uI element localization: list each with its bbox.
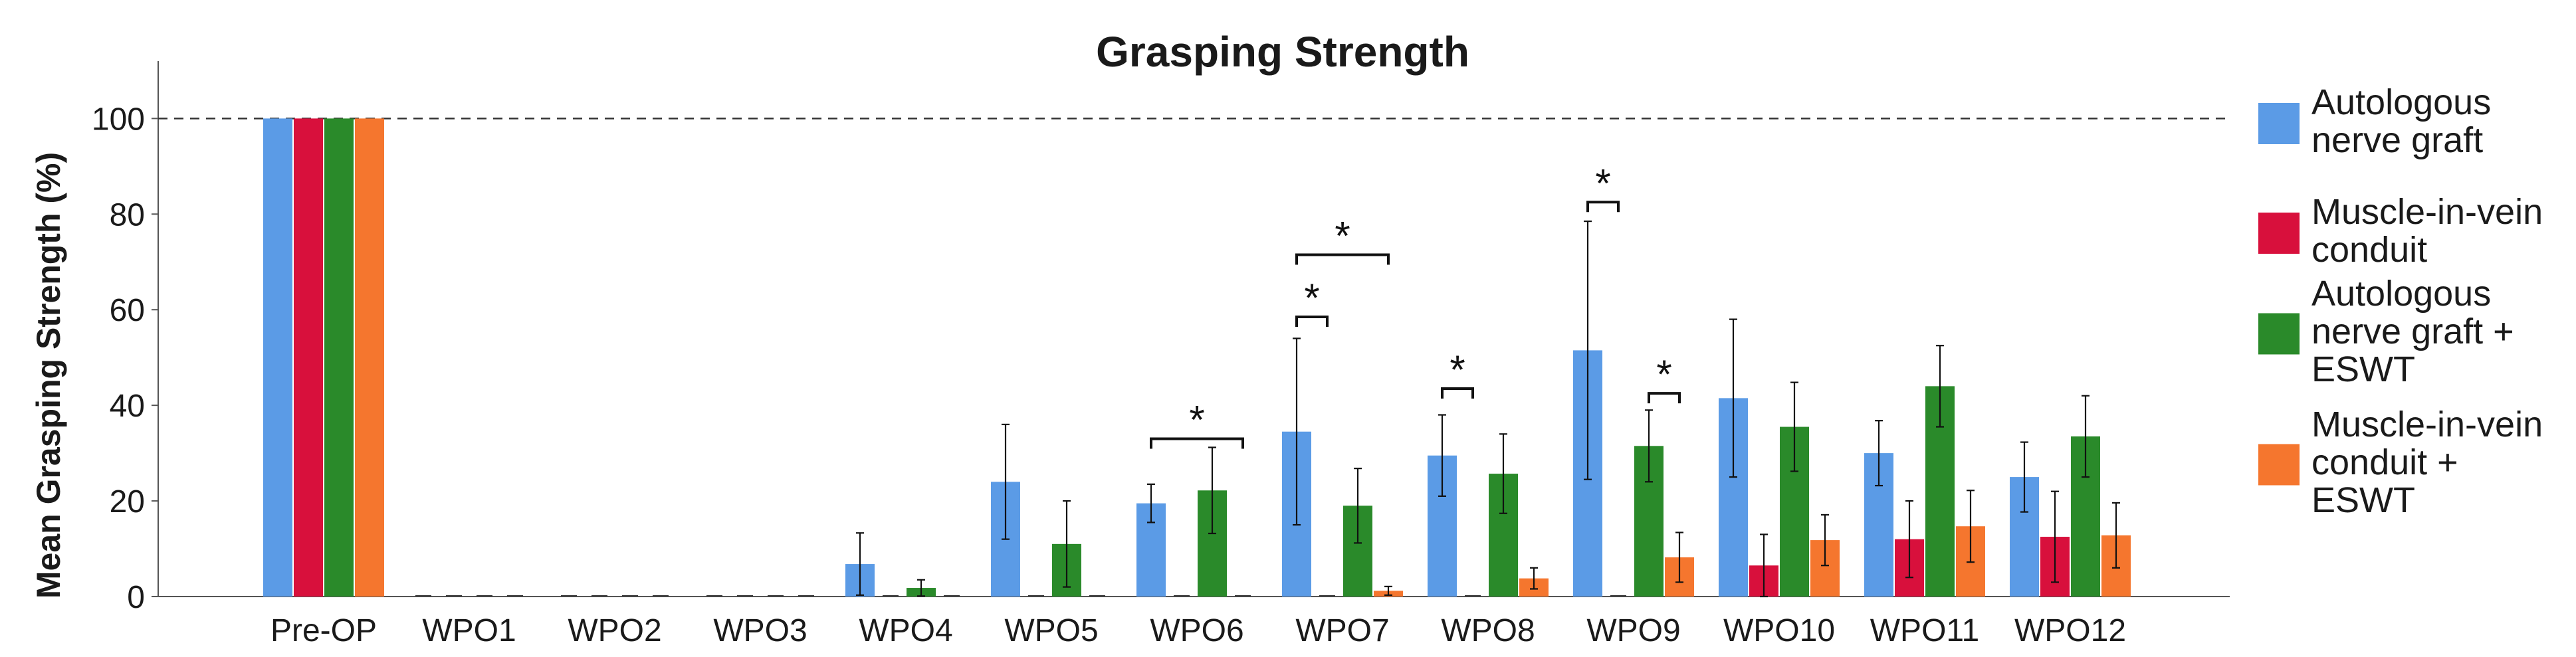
legend-label: Autologous [2311,82,2491,122]
x-tick-label: WPO3 [713,613,807,648]
legend-swatch [2258,103,2300,144]
bar [355,118,384,597]
bar [294,118,323,597]
significance-bracket [1586,201,1620,213]
legend-label: Autologous [2311,274,2491,314]
significance-bracket [1295,253,1390,265]
y-tick-label: 0 [127,580,145,615]
significance-star: * [1656,352,1671,397]
x-tick-label: WPO6 [1150,613,1243,648]
y-tick-label: 60 [110,293,145,328]
x-tick-label: WPO2 [568,613,661,648]
y-tick-label: 80 [110,197,145,233]
chart-title: Grasping Strength [1096,28,1469,76]
significance-star: * [1595,161,1610,205]
x-tick-label: WPO12 [2014,613,2126,648]
x-tick-label: WPO9 [1586,613,1680,648]
legend-label: ESWT [2311,349,2415,389]
x-tick-label: WPO5 [1004,613,1098,648]
bar [324,118,354,597]
y-tick-label: 40 [110,389,145,424]
x-tick-label: WPO11 [1870,613,1979,648]
significance-bracket [1150,437,1244,449]
significance-star: * [1189,398,1204,442]
legend-label: nerve graft + [2311,312,2514,351]
x-tick-label: WPO4 [859,613,952,648]
x-tick-label: WPO8 [1441,613,1535,648]
significance-bracket [1441,387,1474,399]
legend-label: ESWT [2311,480,2415,520]
plot-area: 0 20 40 60 80 100 Pre-OP WPO1 WPO2 WPO3 WPO4 WPO5 WP… [92,61,2230,648]
significance-bracket [1648,392,1681,404]
legend-label: conduit [2311,230,2427,270]
x-tick-label: WPO7 [1295,613,1389,648]
significance-star: * [1304,276,1319,320]
y-axis-label: Mean Grasping Strength (%) [30,152,67,599]
y-tick-label: 20 [110,484,145,519]
significance-star: * [1449,347,1465,392]
legend-swatch [2258,444,2300,486]
significance-bracket [1295,316,1329,328]
x-tick-label: WPO1 [422,613,516,648]
significance-star: * [1335,213,1350,258]
legend-label: Muscle-in-vein [2311,192,2543,232]
legend-swatch [2258,213,2300,254]
x-tick-label: WPO10 [1723,613,1835,648]
bar [263,118,292,597]
x-tick-label: Pre-OP [270,613,377,648]
legend-swatch [2258,313,2300,355]
y-tick-label: 100 [92,102,145,137]
legend-label: Muscle-in-vein [2311,405,2543,444]
legend-label: nerve graft [2311,120,2483,160]
legend-label: conduit + [2311,442,2458,482]
